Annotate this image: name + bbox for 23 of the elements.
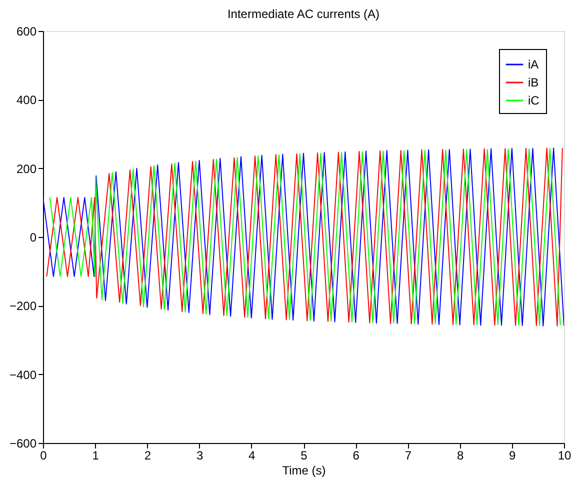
y-tick-label: 400 [16,93,37,108]
y-tick-label: −400 [9,368,37,382]
x-tick-label: 0 [40,448,48,462]
y-tick-label: 600 [16,24,37,38]
x-tick-label: 3 [196,448,204,462]
x-axis-title: Time (s) [282,464,326,478]
x-tick-label: 6 [352,448,360,462]
x-tick-label: 8 [456,448,464,462]
x-tick-label: 9 [509,448,516,462]
y-tick-label: −200 [9,299,37,314]
x-tick-label: 4 [248,448,256,462]
legend-label: iB [528,76,539,90]
x-tick-label: 5 [300,448,308,462]
x-tick-label: 2 [144,448,152,462]
y-tick-label: −600 [9,436,37,450]
y-tick-label: 0 [30,230,37,244]
x-tick-label: 10 [558,448,572,462]
chart-title: Intermediate AC currents (A) [227,7,380,21]
y-tick-label: 200 [16,162,37,176]
x-tick-label: 7 [404,448,412,462]
legend-label: iC [528,94,540,108]
x-tick-label: 1 [92,448,100,462]
legend-label: iA [528,58,539,72]
